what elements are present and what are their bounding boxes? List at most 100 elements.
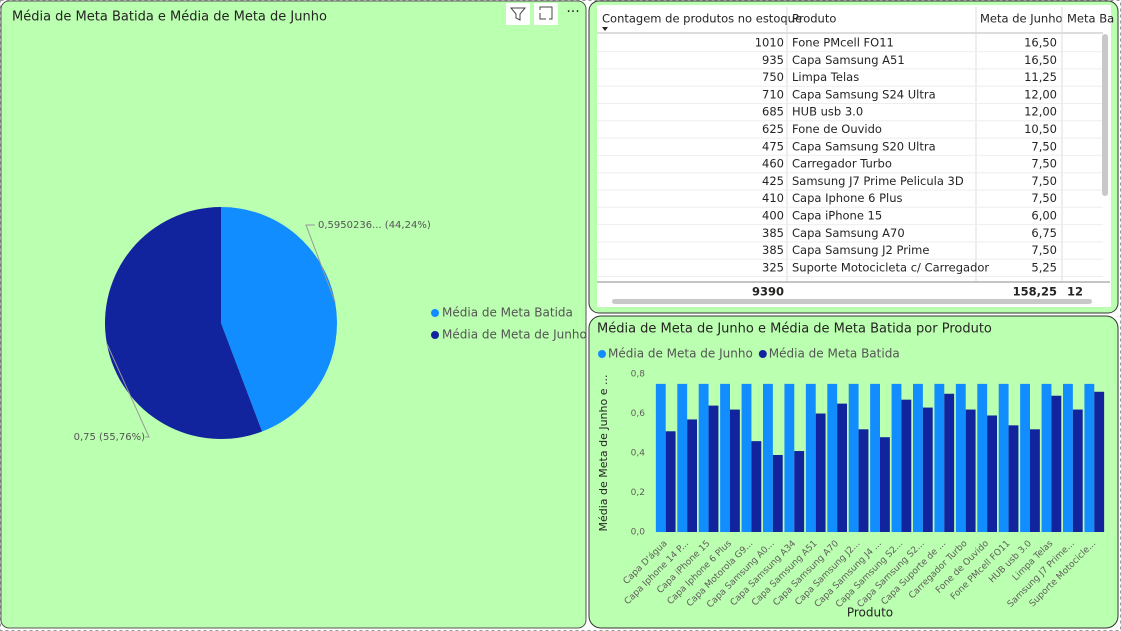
table-cell: 11,25 <box>1024 70 1057 84</box>
table-cell: 385 <box>762 226 784 240</box>
table-cell: Capa Samsung S20 Ultra <box>792 139 936 153</box>
bar-title: Média de Meta de Junho e Média de Meta B… <box>597 322 992 337</box>
bar <box>1072 409 1083 532</box>
table-cell: 6,75 <box>1031 226 1057 240</box>
bar <box>751 441 762 532</box>
bar <box>1084 383 1095 532</box>
table-cell: Suporte Motocicleta c/ Carregador <box>792 260 989 274</box>
table-cell: 400 <box>762 209 784 223</box>
table-cell: 710 <box>762 87 784 101</box>
more-icon[interactable]: ··· <box>566 4 579 20</box>
bar <box>665 431 676 532</box>
x-axis-title: Produto <box>847 606 893 620</box>
data-label: 0,75 (55,76%) <box>74 432 145 443</box>
bar <box>848 383 859 532</box>
table-cell: 7,50 <box>1031 191 1057 205</box>
legend-dot <box>431 331 439 339</box>
bar <box>858 429 869 532</box>
table-cell: 935 <box>762 53 784 67</box>
y-tick-label: 0,6 <box>631 409 646 419</box>
bar <box>870 383 880 532</box>
table-cell: 625 <box>762 122 784 136</box>
focus-icon[interactable] <box>534 3 558 25</box>
visual-toolbar[interactable]: ··· <box>506 3 580 25</box>
leader-line <box>106 343 150 438</box>
bar <box>977 383 988 532</box>
bar <box>913 383 923 532</box>
bar <box>794 451 805 532</box>
bar <box>880 437 890 532</box>
bar <box>998 383 1009 532</box>
table-cell: 475 <box>762 139 784 153</box>
table-cell: 12,00 <box>1024 105 1057 119</box>
column-header: Produto <box>792 12 836 26</box>
legend-label: Média de Meta de Junho <box>608 347 753 361</box>
table-cell: 460 <box>762 157 784 171</box>
table-cell: 425 <box>762 174 784 188</box>
table-cell: 16,50 <box>1024 53 1057 67</box>
table-cell: 7,50 <box>1031 243 1057 257</box>
bar <box>708 405 719 532</box>
total-cell: 12 <box>1067 285 1083 299</box>
legend-label: Média de Meta de Junho <box>442 328 587 342</box>
filter-glyph <box>509 7 527 21</box>
bar <box>955 383 966 532</box>
table-cell: HUB usb 3.0 <box>792 105 863 119</box>
bar <box>987 415 997 532</box>
h-scrollbar <box>612 299 1092 304</box>
table-cell: Capa Iphone 6 Plus <box>792 191 903 205</box>
bar <box>944 393 955 532</box>
y-tick-label: 0,2 <box>631 488 645 498</box>
bar <box>741 383 752 532</box>
table-cell: Limpa Telas <box>792 70 859 84</box>
bar <box>837 403 847 532</box>
table-cell: 750 <box>762 70 784 84</box>
bar <box>1051 395 1062 532</box>
table-cell: Capa Samsung S24 Ultra <box>792 87 936 101</box>
table-cell: 16,50 <box>1024 36 1057 50</box>
table-cell: 10,50 <box>1024 122 1057 136</box>
bar <box>1041 383 1052 532</box>
table-cell: 325 <box>762 260 784 274</box>
legend-label: Média de Meta Batida <box>442 306 573 320</box>
total-cell: 158,25 <box>1013 285 1057 299</box>
v-scrollbar <box>1102 34 1108 196</box>
legend-dot <box>598 350 606 358</box>
bar <box>901 399 912 532</box>
leader-line <box>305 224 336 303</box>
table-cell: 410 <box>762 191 784 205</box>
bar <box>965 409 976 532</box>
y-axis-title: Média de Meta de Junho e ... <box>597 375 610 532</box>
bar <box>655 383 666 532</box>
table-cell: Fone de Ouvido <box>792 122 882 136</box>
table-bg <box>597 5 1111 307</box>
legend-label: Média de Meta Batida <box>769 347 900 361</box>
table-cell: 1010 <box>755 36 784 50</box>
bar <box>763 383 773 532</box>
bar <box>1008 425 1019 532</box>
y-tick-label: 0,0 <box>631 528 646 538</box>
table-cell: 7,50 <box>1031 174 1057 188</box>
table-cell: 7,50 <box>1031 157 1057 171</box>
table-cell: Fone PMcell FO11 <box>792 36 894 50</box>
sort-arrow <box>602 27 608 31</box>
bar <box>784 383 795 532</box>
bar <box>922 407 933 532</box>
table-cell: 385 <box>762 243 784 257</box>
table-cell: 7,50 <box>1031 139 1057 153</box>
table-cell: 5,25 <box>1031 260 1057 274</box>
pie-slice <box>105 207 263 439</box>
total-cell: 9390 <box>752 285 784 299</box>
filter-icon[interactable] <box>506 3 530 25</box>
bar <box>1030 429 1040 532</box>
table-cell: 12,00 <box>1024 87 1057 101</box>
legend-dot <box>758 350 767 358</box>
bar <box>677 383 688 532</box>
y-tick-label: 0,8 <box>631 370 646 380</box>
bar <box>891 383 902 532</box>
bar <box>934 383 945 532</box>
table-cell: 6,00 <box>1031 209 1057 223</box>
bar <box>772 454 783 532</box>
pie-slice <box>221 207 338 432</box>
